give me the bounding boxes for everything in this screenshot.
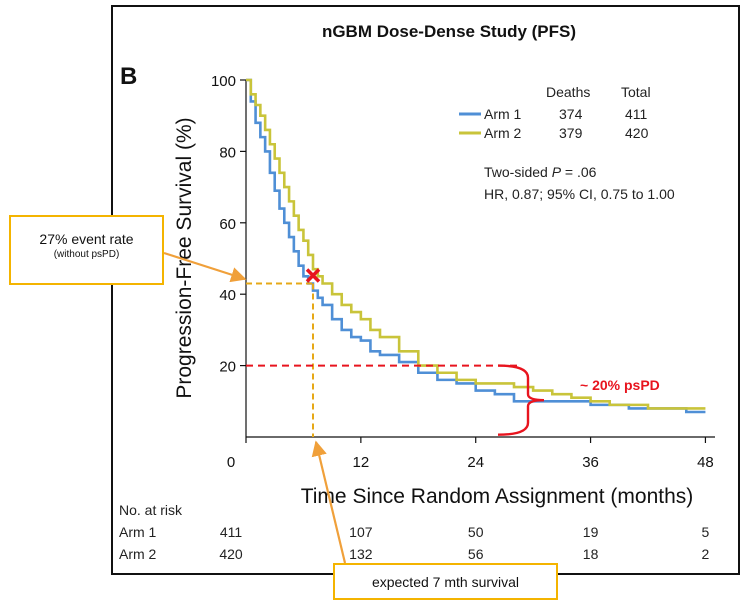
x-tick-label: 36: [582, 454, 599, 471]
stat-pvalue: Two-sided P = .06: [484, 164, 597, 180]
risk-value-cell: 56: [468, 546, 484, 562]
risk-table: No. at risk Arm 1 Arm 2 411 107 50 19 5 420 13…: [119, 502, 710, 562]
x-tick-label: 0: [227, 454, 235, 471]
survival-callout: expected 7 mth survival: [333, 563, 558, 600]
legend-label-arm1: Arm 1: [484, 106, 522, 122]
y-tick-label: 60: [219, 216, 236, 233]
y-axis-label: Progression-Free Survival (%): [173, 117, 196, 398]
pspd-label: ~ 20% psPD: [580, 377, 660, 393]
x-axis-label: Time Since Random Assignment (months): [301, 485, 694, 508]
risk-table-header: No. at risk: [119, 502, 183, 518]
legend-label-arm2: Arm 2: [484, 125, 522, 141]
legend-total-arm2: 420: [625, 125, 649, 141]
y-tick-label: 80: [219, 144, 236, 161]
risk-value-cell: 50: [468, 524, 484, 540]
stat-pvalue-suffix: = .06: [561, 164, 597, 180]
event-rate-callout: 27% event rate (without psPD): [9, 215, 164, 285]
stat-pvalue-prefix: Two-sided: [484, 164, 552, 180]
risk-value-cell: 411: [220, 524, 243, 540]
risk-value-cell: 19: [583, 524, 599, 540]
risk-value-cell: 5: [702, 524, 710, 540]
x-tick-label: 24: [467, 454, 484, 471]
risk-value-cell: 107: [349, 524, 373, 540]
legend-header-total: Total: [621, 84, 651, 100]
legend-deaths-arm2: 379: [559, 125, 583, 141]
y-tick-label: 100: [211, 73, 236, 90]
annotation-overlays: [246, 269, 544, 437]
risk-row-label-arm2: Arm 2: [119, 546, 157, 562]
event-rate-subtext: (without psPD): [11, 249, 162, 260]
x-ticks: 0 12 24 36 48: [227, 437, 714, 471]
risk-row-label-arm1: Arm 1: [119, 524, 157, 540]
event-rate-text: 27% event rate: [11, 231, 162, 247]
legend-header-deaths: Deaths: [546, 84, 590, 100]
stat-hazard-ratio: HR, 0.87; 95% CI, 0.75 to 1.00: [484, 186, 675, 202]
legend: Deaths Total Arm 1 374 411 Arm 2 379 420…: [459, 84, 675, 202]
y-tick-label: 40: [219, 287, 236, 304]
km-chart: nGBM Dose-Dense Study (PFS) B 2040608010…: [113, 7, 742, 577]
legend-total-arm1: 411: [625, 106, 648, 122]
y-tick-label: 20: [219, 359, 236, 376]
y-ticks: 20 40 60 80 100: [211, 73, 246, 376]
chart-title: nGBM Dose-Dense Study (PFS): [322, 22, 576, 41]
x-tick-label: 48: [697, 454, 714, 471]
risk-value-cell: 2: [702, 546, 710, 562]
x-tick-label: 12: [353, 454, 370, 471]
risk-value-cell: 132: [349, 546, 373, 562]
figure-frame: nGBM Dose-Dense Study (PFS) B 20 40 60 80 10…: [111, 5, 740, 575]
panel-label: B: [120, 63, 137, 90]
risk-value-cell: 18: [583, 546, 599, 562]
risk-value-cell: 420: [219, 546, 243, 562]
risk-values: 411 107 50 19 5 420 132 56 18 2: [219, 524, 709, 562]
legend-deaths-arm1: 374: [559, 106, 583, 122]
